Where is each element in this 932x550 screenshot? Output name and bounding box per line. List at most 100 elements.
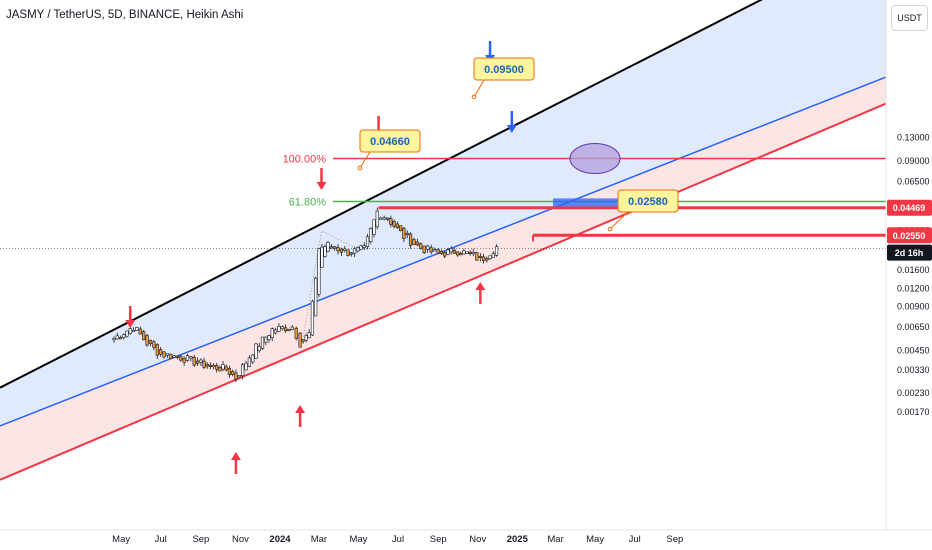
candle-body	[122, 334, 126, 338]
price-badge-label: 0.04469	[893, 203, 926, 213]
candle-body	[392, 221, 396, 227]
candle-body	[182, 357, 186, 363]
price-badge-label: 2d 16h	[895, 248, 924, 258]
candle-body	[251, 354, 255, 363]
price-tick-label: 0.00170	[897, 407, 930, 417]
arrow-down-head	[316, 182, 327, 190]
price-tick-label: 0.01600	[897, 265, 930, 275]
time-tick-label: Sep	[430, 534, 447, 545]
candle-body	[205, 363, 209, 367]
candle-body	[304, 335, 308, 341]
candle-body	[159, 349, 163, 355]
candle-body	[449, 248, 453, 253]
time-tick-label: Sep	[666, 534, 683, 545]
candle-body	[386, 217, 390, 220]
target-ellipse	[569, 143, 621, 175]
candle-body	[422, 245, 426, 254]
callout-anchor	[471, 94, 477, 100]
candle-body	[436, 249, 440, 254]
price-tick-label: 0.06500	[897, 176, 930, 186]
candle-body	[208, 364, 212, 367]
price-badge	[887, 244, 932, 261]
candle-body	[301, 339, 305, 342]
candle-body	[475, 252, 479, 261]
candle-body	[155, 344, 159, 356]
candle-body	[192, 356, 196, 366]
candle-body	[459, 253, 463, 256]
candle-body	[379, 217, 383, 220]
price-callout	[359, 129, 421, 153]
callout-pointer	[473, 79, 485, 98]
arrow-up-head	[295, 405, 306, 413]
candle-body	[115, 335, 119, 340]
candle-body	[323, 246, 327, 257]
candle-body	[471, 251, 475, 255]
candle-body	[241, 364, 245, 376]
price-tick-label: 0.01200	[897, 283, 930, 293]
candle-body	[314, 277, 318, 317]
time-tick-label: Nov	[232, 534, 249, 545]
price-tick-label: 0.00900	[897, 301, 930, 311]
candle-body	[211, 364, 216, 368]
upper-channel-band	[0, 0, 886, 426]
candle-body	[131, 329, 136, 333]
time-tick-label: Jul	[392, 534, 404, 545]
candle-body	[343, 248, 347, 251]
candle-body	[317, 248, 321, 295]
arrow-up-head	[230, 452, 241, 460]
candle-body	[224, 366, 228, 371]
candle-body	[365, 236, 370, 247]
candle-body	[270, 328, 274, 338]
candle-body	[227, 368, 232, 375]
candle-body	[339, 248, 343, 253]
trend-guide	[302, 230, 362, 340]
candle-body	[408, 233, 413, 246]
time-tick-label: Mar	[311, 534, 327, 545]
candle-body	[231, 371, 235, 375]
candle-body	[287, 328, 291, 332]
candle-body	[218, 366, 222, 372]
candle-body	[468, 251, 472, 254]
price-callout-label: 0.04660	[370, 136, 410, 148]
time-tick-label: Sep	[192, 534, 209, 545]
candle-body	[135, 327, 139, 331]
candle-body	[267, 335, 271, 341]
candle-body	[118, 337, 123, 340]
price-tick-label: 0.00230	[897, 388, 930, 398]
candle-body	[429, 247, 433, 253]
candle-body	[382, 217, 386, 220]
candle-body	[462, 250, 466, 255]
candle-body	[125, 330, 129, 337]
candle-body	[349, 252, 353, 255]
candle-body	[389, 218, 393, 225]
annotations: 0.09500 0.04660 0.02580	[125, 41, 679, 474]
upper-channel-line	[0, 0, 763, 389]
arrow-up-head	[475, 282, 486, 290]
candle-body	[290, 326, 294, 330]
candle-body	[165, 353, 169, 356]
candle-body	[485, 258, 489, 261]
candle-body	[244, 362, 248, 371]
chart-title: JASMY / TetherUS, 5D, BINANCE, Heikin As…	[6, 9, 244, 21]
time-tick-label: 2024	[269, 534, 291, 545]
candle-body	[465, 251, 469, 254]
fib-level-label: 61.80%	[289, 197, 327, 209]
fib-level-label: 100.00%	[283, 154, 327, 166]
candle-body	[346, 249, 350, 256]
candle-body	[369, 228, 373, 242]
candle-body	[362, 245, 366, 248]
time-tick-label: May	[586, 534, 604, 545]
price-tick-label: 0.00450	[897, 345, 930, 355]
candle-body	[221, 364, 225, 370]
candle-body	[195, 360, 200, 364]
candle-body	[257, 346, 261, 352]
candle-body	[405, 232, 409, 236]
candle-body	[247, 357, 251, 367]
candle-body	[402, 227, 406, 239]
price-tick-label: 0.00330	[897, 365, 930, 375]
candle-body	[375, 210, 379, 228]
candle-body	[254, 343, 258, 359]
candle-body	[169, 353, 173, 360]
currency-unit-button[interactable]: USDT	[891, 5, 928, 31]
